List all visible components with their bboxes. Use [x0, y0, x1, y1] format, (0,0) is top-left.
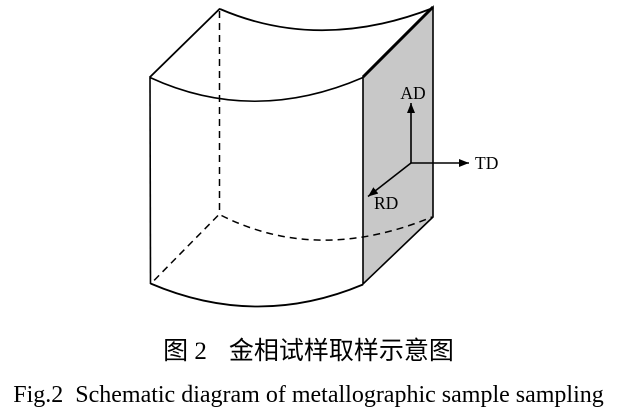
rd-axis-label: RD — [374, 193, 398, 213]
end-face — [362, 5, 434, 286]
caption-english: Fig.2 Schematic diagram of metallographic… — [0, 379, 617, 411]
ad-axis-label: AD — [400, 83, 425, 103]
front-left-edge — [149, 77, 152, 285]
hidden-bottom-back-curve — [221, 214, 433, 241]
bottom-front-curve — [150, 282, 364, 308]
end-face-top-edge — [361, 5, 435, 79]
caption-chinese: 图 2 金相试样取样示意图 — [0, 336, 617, 368]
td-axis-label: TD — [475, 153, 498, 173]
sampling-diagram-svg: AD TD RD — [148, 5, 498, 308]
top-back-curve — [219, 7, 434, 32]
caption-english-text: Schematic diagram of metallographic samp… — [75, 382, 604, 408]
caption-english-number: Fig.2 — [13, 382, 64, 408]
caption-chinese-number: 图 2 — [163, 338, 207, 365]
hidden-bottom-left-edge — [152, 214, 219, 282]
caption-chinese-text: 金相试样取样示意图 — [228, 338, 454, 365]
sampling-diagram-container: AD TD RD — [148, 5, 498, 308]
top-front-curve — [149, 76, 364, 103]
top-left-edge — [148, 7, 221, 79]
rd-axis-arrow — [367, 162, 412, 198]
